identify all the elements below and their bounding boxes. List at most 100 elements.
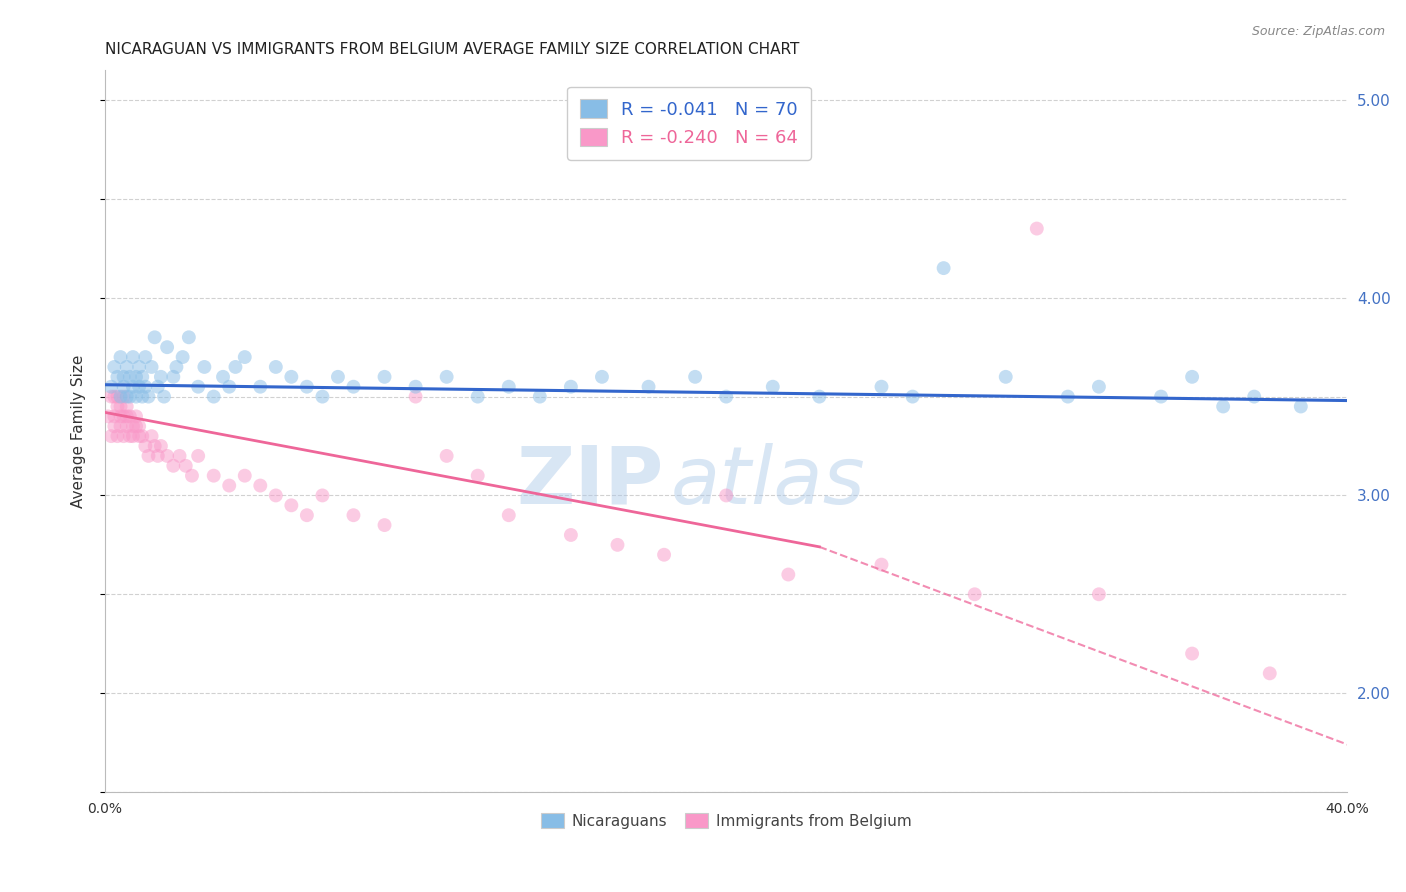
Point — [187, 380, 209, 394]
Point — [1181, 369, 1204, 384]
Point — [143, 330, 166, 344]
Point — [128, 429, 150, 443]
Text: atlas: atlas — [671, 442, 865, 521]
Point — [264, 488, 287, 502]
Point — [110, 350, 132, 364]
Point — [153, 390, 176, 404]
Text: Source: ZipAtlas.com: Source: ZipAtlas.com — [1251, 25, 1385, 38]
Point — [156, 449, 179, 463]
Point — [963, 587, 986, 601]
Point — [118, 429, 141, 443]
Point — [1088, 380, 1111, 394]
Point — [115, 359, 138, 374]
Point — [172, 350, 194, 364]
Point — [131, 390, 153, 404]
Point — [560, 380, 582, 394]
Point — [1212, 400, 1234, 414]
Point — [110, 419, 132, 434]
Point — [224, 359, 246, 374]
Point — [264, 359, 287, 374]
Point — [870, 558, 893, 572]
Point — [714, 390, 737, 404]
Point — [342, 380, 364, 394]
Point — [125, 419, 148, 434]
Point — [218, 478, 240, 492]
Point — [405, 380, 427, 394]
Point — [683, 369, 706, 384]
Point — [193, 359, 215, 374]
Point — [97, 409, 120, 424]
Point — [118, 369, 141, 384]
Point — [112, 390, 135, 404]
Point — [107, 390, 129, 404]
Point — [467, 390, 489, 404]
Point — [103, 390, 125, 404]
Point — [637, 380, 659, 394]
Point — [202, 390, 225, 404]
Point — [311, 390, 333, 404]
Point — [295, 508, 318, 523]
Point — [107, 369, 129, 384]
Point — [115, 400, 138, 414]
Point — [373, 518, 395, 533]
Point — [606, 538, 628, 552]
Point — [100, 390, 122, 404]
Point — [100, 380, 122, 394]
Point — [118, 390, 141, 404]
Point — [149, 439, 172, 453]
Point — [128, 419, 150, 434]
Point — [762, 380, 785, 394]
Point — [1258, 666, 1281, 681]
Point — [1243, 390, 1265, 404]
Point — [134, 439, 156, 453]
Point — [311, 488, 333, 502]
Point — [162, 458, 184, 473]
Point — [146, 449, 169, 463]
Point — [591, 369, 613, 384]
Point — [529, 390, 551, 404]
Point — [141, 429, 163, 443]
Point — [107, 400, 129, 414]
Point — [1057, 390, 1080, 404]
Point — [156, 340, 179, 354]
Point — [181, 468, 204, 483]
Point — [112, 380, 135, 394]
Point — [249, 478, 271, 492]
Text: NICARAGUAN VS IMMIGRANTS FROM BELGIUM AVERAGE FAMILY SIZE CORRELATION CHART: NICARAGUAN VS IMMIGRANTS FROM BELGIUM AV… — [105, 42, 800, 57]
Point — [994, 369, 1017, 384]
Text: ZIP: ZIP — [517, 442, 664, 521]
Point — [436, 369, 458, 384]
Point — [128, 380, 150, 394]
Point — [146, 380, 169, 394]
Point — [138, 449, 160, 463]
Point — [149, 369, 172, 384]
Point — [405, 390, 427, 404]
Point — [467, 468, 489, 483]
Point — [103, 419, 125, 434]
Point — [652, 548, 675, 562]
Point — [134, 380, 156, 394]
Point — [280, 499, 302, 513]
Point — [714, 488, 737, 502]
Point — [122, 380, 145, 394]
Point — [112, 409, 135, 424]
Legend: Nicaraguans, Immigrants from Belgium: Nicaraguans, Immigrants from Belgium — [534, 806, 918, 835]
Point — [125, 369, 148, 384]
Point — [932, 261, 955, 276]
Point — [141, 359, 163, 374]
Point — [115, 390, 138, 404]
Point — [165, 359, 187, 374]
Point — [128, 359, 150, 374]
Point — [103, 359, 125, 374]
Point — [112, 429, 135, 443]
Point — [808, 390, 831, 404]
Point — [187, 449, 209, 463]
Point — [125, 390, 148, 404]
Point — [498, 380, 520, 394]
Point — [122, 419, 145, 434]
Point — [233, 350, 256, 364]
Point — [125, 409, 148, 424]
Point — [122, 429, 145, 443]
Point — [115, 419, 138, 434]
Point — [218, 380, 240, 394]
